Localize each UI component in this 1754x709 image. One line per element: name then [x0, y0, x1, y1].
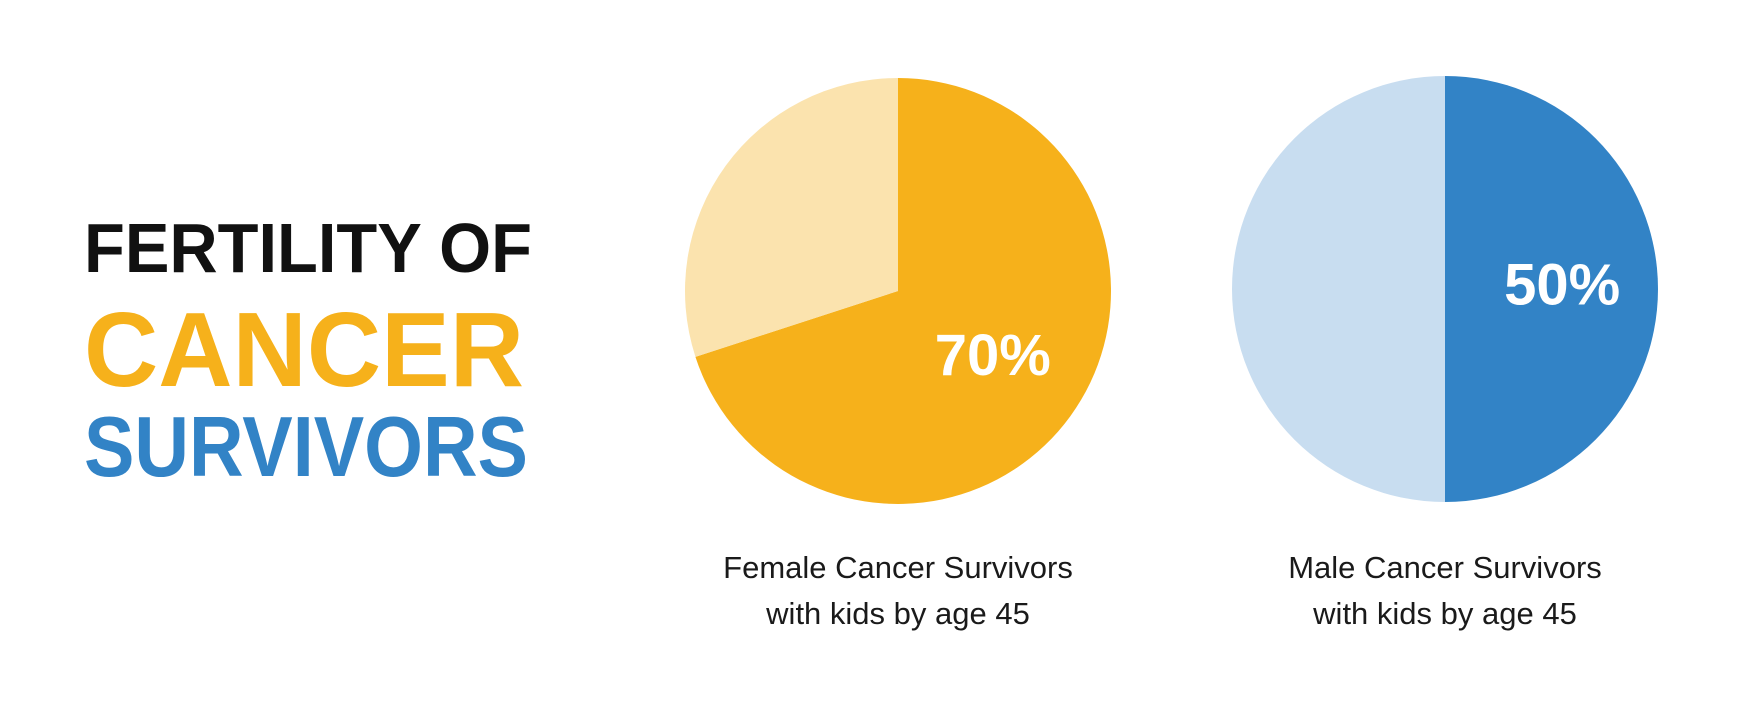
heading-line: FERTILITY OF — [84, 209, 532, 287]
pie-slice — [695, 78, 1112, 504]
heading-line: SURVIVORS — [84, 400, 528, 495]
caption: with kids by age 45 — [765, 596, 1030, 631]
caption: Male Cancer Survivors — [1288, 550, 1602, 585]
pie-slice — [1232, 76, 1445, 502]
slice-label: 70% — [935, 323, 1051, 388]
pie-slice — [685, 78, 898, 357]
heading-line: CANCER — [84, 291, 524, 409]
caption: Female Cancer Survivors — [723, 550, 1073, 585]
pie-slice — [1445, 76, 1658, 502]
slice-label: 50% — [1504, 252, 1620, 317]
caption: with kids by age 45 — [1312, 596, 1577, 631]
